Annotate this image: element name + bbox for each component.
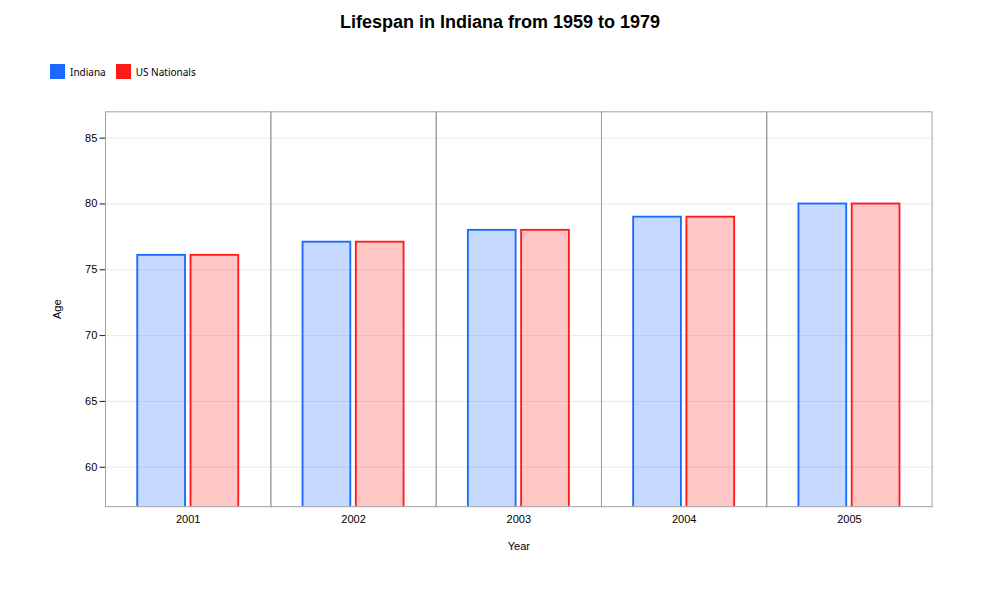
svg-text:60: 60	[85, 461, 97, 473]
svg-text:85: 85	[85, 132, 97, 144]
svg-text:2001: 2001	[176, 513, 201, 525]
svg-text:Year: Year	[508, 540, 531, 552]
html-text:Lifespan in Indiana from 1959: Lifespan in Indiana from 1959 to 1979	[339, 12, 660, 32]
html-text:Indiana: Indiana	[70, 64, 106, 79]
svg-text:75: 75	[85, 263, 97, 275]
svg-text:Age: Age	[51, 299, 63, 319]
svg-text:2004: 2004	[672, 513, 697, 525]
svg-text:70: 70	[85, 329, 97, 341]
svg-text:65: 65	[85, 395, 97, 407]
html-text:US Nationals: US Nationals	[135, 64, 196, 79]
svg-text:80: 80	[85, 197, 97, 209]
svg-text:2005: 2005	[837, 513, 862, 525]
svg-text:2002: 2002	[341, 513, 366, 525]
svg-text:2003: 2003	[507, 513, 532, 525]
